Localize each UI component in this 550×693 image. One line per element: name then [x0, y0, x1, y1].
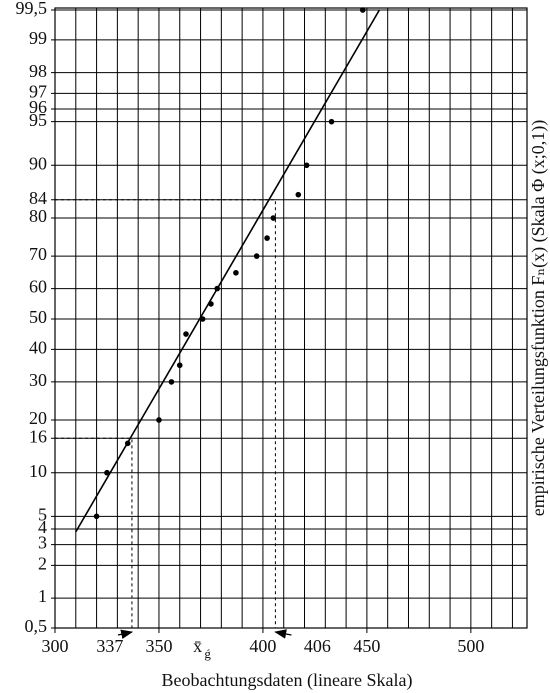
fit-line [75, 9, 381, 533]
guide-label: 406 [304, 636, 331, 656]
y-tick-label: 99,5 [16, 0, 48, 18]
data-point [168, 379, 175, 385]
data-point [253, 253, 260, 259]
y-tick-label: 90 [29, 153, 47, 173]
y-tick-label: 10 [29, 461, 47, 481]
data-point [104, 469, 110, 476]
data-point [359, 7, 366, 13]
y-tick-label: 80 [29, 206, 47, 226]
x-tick-label: 400 [249, 636, 276, 656]
data-point [208, 301, 214, 307]
x-tick-label: 300 [42, 636, 69, 656]
y-tick-label: 96 [29, 97, 47, 117]
data-point [124, 440, 131, 447]
x-tick-label: 500 [457, 636, 484, 656]
mean-label-sub: ǵ [204, 646, 211, 661]
data-point [183, 331, 189, 337]
x-tick-label: 450 [353, 636, 380, 656]
data-point [295, 191, 302, 198]
y-tick-label: 40 [29, 338, 47, 358]
y-tick-label: 60 [29, 277, 47, 297]
y-tick-label: 20 [29, 408, 47, 428]
y-tick-label: 98 [29, 61, 47, 81]
y-tick-label: 1 [38, 586, 47, 606]
data-point [199, 316, 206, 322]
data-point [264, 235, 270, 241]
x-tick-label: 350 [145, 636, 172, 656]
x-axis-label: Beobachtungsdaten (lineare Skala) [162, 670, 413, 691]
y-tick-label: 2 [38, 553, 47, 573]
y-tick-label: 16 [29, 426, 47, 446]
guide-arrow [274, 629, 292, 639]
y-tick-label: 4 [38, 517, 47, 537]
y-tick-label: 0,5 [25, 616, 48, 636]
guide-line [55, 199, 276, 628]
data-point [176, 362, 183, 369]
data-point [303, 162, 310, 169]
y-tick-label: 5 [38, 504, 47, 524]
mean-label: x̄ [193, 636, 202, 656]
y-axis-label: empirische Verteilungsfunktion Fₙ(x) (Sk… [528, 120, 549, 517]
data-point [328, 118, 335, 125]
data-point [214, 285, 220, 292]
data-point [233, 269, 239, 276]
y-tick-label: 97 [29, 82, 47, 102]
guide-arrow [117, 629, 134, 639]
y-tick-label: 30 [29, 370, 47, 390]
guide-label: 337 [96, 636, 123, 656]
y-tick-label: 84 [29, 188, 47, 208]
data-point [270, 215, 277, 221]
y-tick-label: 99 [29, 28, 47, 48]
data-point [156, 417, 162, 423]
data-point [93, 513, 100, 520]
y-tick-label: 3 [38, 533, 47, 553]
y-tick-label: 70 [29, 244, 47, 264]
guide-line [55, 437, 133, 628]
plot-frame [54, 7, 528, 629]
y-tick-label: 95 [29, 110, 47, 130]
y-tick-label: 50 [29, 307, 47, 327]
